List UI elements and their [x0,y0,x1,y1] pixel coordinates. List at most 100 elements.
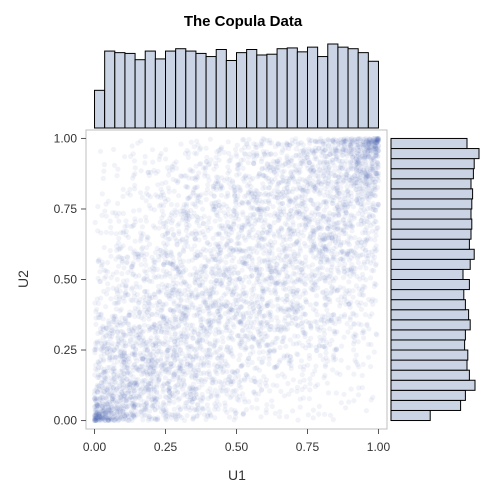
scatter-point [282,260,289,266]
scatter-point [144,348,150,354]
scatter-point [257,309,263,315]
scatter-point [329,285,335,291]
scatter-point [374,136,380,142]
scatter-point [320,243,326,249]
scatter-point [363,159,369,165]
scatter-point [109,407,115,413]
scatter-point [95,258,101,264]
scatter-point [271,275,277,281]
scatter-point [313,308,319,314]
scatter-point [256,356,262,362]
scatter-point [97,406,103,412]
scatter-point [310,235,316,241]
scatter-point [322,179,328,185]
scatter-point [145,342,151,348]
scatter-point [240,259,246,265]
scatter-point [317,265,323,271]
scatter-point [262,259,268,265]
scatter-point [207,340,213,346]
scatter-point [211,193,217,199]
scatter-point [357,276,363,282]
scatter-point [200,308,206,314]
scatter-point [263,383,270,389]
scatter-point [92,388,98,394]
scatter-point [196,223,202,229]
scatter-point [200,347,206,353]
scatter-point [201,264,207,270]
scatter-point [273,364,279,370]
scatter-point [250,324,256,331]
scatter-point [173,316,179,322]
scatter-point [295,276,301,282]
scatter-point [254,193,260,200]
scatter-point [316,178,322,184]
scatter-point [121,356,128,362]
scatter-point [97,361,103,367]
scatter-point [193,272,199,278]
scatter-point [202,268,208,275]
scatter-point [178,296,184,303]
scatter-point [93,417,99,423]
scatter-point [306,174,312,181]
scatter-point [243,274,249,280]
scatter-point [346,144,352,150]
scatter-point [223,269,229,275]
scatter-point [291,270,297,276]
scatter-point [201,360,207,366]
scatter-point [275,140,281,146]
scatter-point [346,266,352,272]
scatter-point [235,270,241,276]
scatter-point [199,282,205,288]
scatter-point [215,259,221,266]
scatter-point [346,279,352,285]
scatter-point [154,373,161,379]
scatter-point [315,326,321,332]
scatter-point [117,246,123,252]
scatter-point [282,374,288,380]
scatter-point [206,363,212,369]
scatter-point [371,187,377,193]
scatter-point [341,220,347,226]
scatter-point [351,341,357,347]
scatter-point [150,265,156,271]
scatter-point [170,277,176,283]
scatter-point [178,173,184,179]
scatter-point [164,324,170,330]
scatter-point [122,360,128,366]
scatter-point [297,245,303,251]
scatter-point [193,231,199,237]
scatter-point [104,368,110,374]
scatter-point [332,239,339,245]
scatter-point [208,322,214,328]
scatter-point [139,380,145,386]
scatter-point [136,299,142,305]
scatter-point [92,350,98,356]
scatter-point [176,221,182,227]
scatter-point [230,315,236,321]
scatter-point [373,170,380,177]
scatter-point [336,148,342,154]
scatter-point [132,182,138,188]
scatter-point [288,158,294,164]
scatter-point [272,286,278,292]
scatter-point [264,286,270,292]
scatter-point [354,139,360,145]
scatter-point [101,389,107,395]
scatter-point [165,380,171,387]
scatter-point [165,185,171,191]
scatter-point [268,268,274,274]
scatter-point [296,222,302,229]
scatter-point [111,371,117,377]
scatter-point [238,248,244,254]
right-hist-bar [390,258,471,270]
scatter-point [302,227,308,233]
scatter-point [319,251,325,257]
scatter-point [103,411,109,417]
scatter-point [289,278,295,284]
scatter-point [100,325,106,331]
scatter-point [183,313,189,319]
scatter-point [324,293,330,299]
scatter-point [131,387,137,394]
scatter-point [308,343,314,349]
scatter-point [269,250,275,256]
